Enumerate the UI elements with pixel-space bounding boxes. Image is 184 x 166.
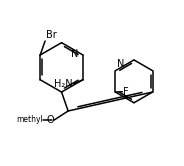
Text: H₂N: H₂N: [54, 79, 73, 89]
Text: O: O: [46, 115, 54, 125]
Text: F: F: [123, 87, 128, 97]
Text: methyl: methyl: [16, 115, 43, 124]
Text: N: N: [117, 59, 124, 69]
Text: N: N: [71, 49, 79, 59]
Text: Br: Br: [46, 30, 56, 40]
